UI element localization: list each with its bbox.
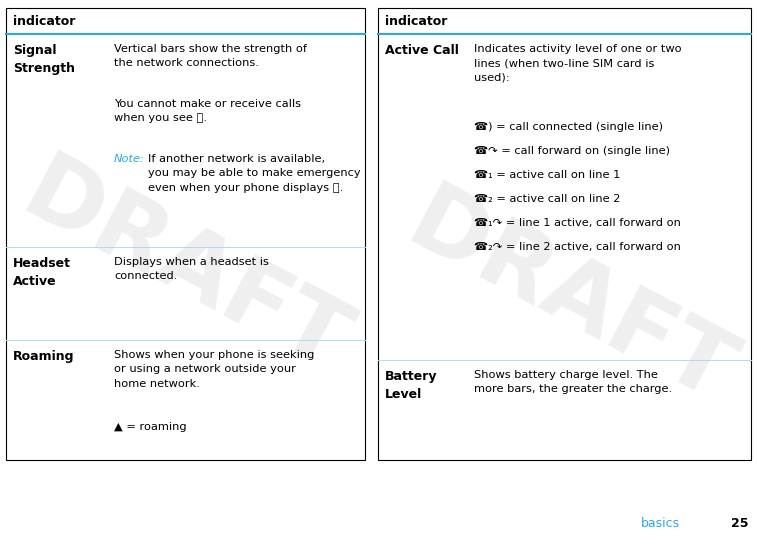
Text: basics: basics xyxy=(641,517,680,530)
Text: Shows when your phone is seeking
or using a network outside your
home network.: Shows when your phone is seeking or usin… xyxy=(114,350,314,389)
Text: Roaming: Roaming xyxy=(13,350,74,363)
Text: Level: Level xyxy=(385,388,422,401)
Text: Displays when a headset is
connected.: Displays when a headset is connected. xyxy=(114,257,269,281)
Text: You cannot make or receive calls
when you see ⓘ.: You cannot make or receive calls when yo… xyxy=(114,99,301,123)
Text: If another network is available,
you may be able to make emergency
even when you: If another network is available, you may… xyxy=(148,154,360,193)
Text: ☎₁ = active call on line 1: ☎₁ = active call on line 1 xyxy=(474,170,621,180)
Text: indicator: indicator xyxy=(385,15,447,28)
Text: Indicates activity level of one or two
lines (when two-line SIM card is
used):: Indicates activity level of one or two l… xyxy=(474,44,681,83)
Text: DRAFT: DRAFT xyxy=(8,146,363,393)
Text: DRAFT: DRAFT xyxy=(392,176,748,424)
Text: Note:: Note: xyxy=(114,154,145,164)
Text: 25: 25 xyxy=(731,517,748,530)
Text: ☎₂↷ = line 2 active, call forward on: ☎₂↷ = line 2 active, call forward on xyxy=(474,242,681,252)
Text: ☎₁↷ = line 1 active, call forward on: ☎₁↷ = line 1 active, call forward on xyxy=(474,218,681,228)
Bar xyxy=(378,8,751,460)
Text: ☎₂ = active call on line 2: ☎₂ = active call on line 2 xyxy=(474,194,621,204)
Text: Headset: Headset xyxy=(13,257,71,270)
Text: Battery: Battery xyxy=(385,370,438,383)
Text: ☎) = call connected (single line): ☎) = call connected (single line) xyxy=(474,122,663,132)
Text: ☎↷ = call forward on (single line): ☎↷ = call forward on (single line) xyxy=(474,146,670,156)
Text: indicator: indicator xyxy=(13,15,76,28)
Text: Vertical bars show the strength of
the network connections.: Vertical bars show the strength of the n… xyxy=(114,44,307,69)
Text: ▲ = roaming: ▲ = roaming xyxy=(114,422,187,432)
Text: Active Call: Active Call xyxy=(385,44,459,57)
Text: Signal: Signal xyxy=(13,44,57,57)
Text: Active: Active xyxy=(13,275,57,288)
Text: Shows battery charge level. The
more bars, the greater the charge.: Shows battery charge level. The more bar… xyxy=(474,370,672,394)
Bar xyxy=(6,8,365,460)
Text: Strength: Strength xyxy=(13,62,75,75)
